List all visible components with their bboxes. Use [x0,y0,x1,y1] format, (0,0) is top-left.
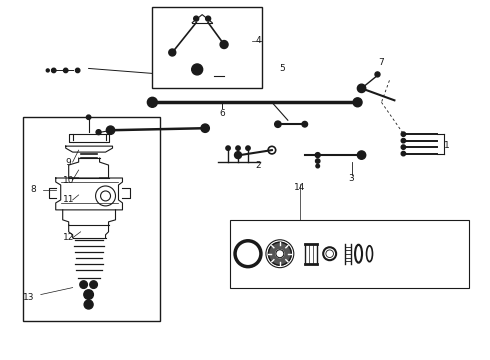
Circle shape [236,146,240,150]
Text: 6: 6 [219,109,225,118]
Circle shape [84,300,93,309]
Circle shape [401,132,406,136]
Text: 10: 10 [63,176,74,185]
Circle shape [235,152,242,159]
Bar [23,117,160,321]
Circle shape [206,16,211,21]
Bar [152,7,262,88]
Text: 2: 2 [255,161,261,170]
Text: 7: 7 [379,58,384,67]
Circle shape [46,69,49,72]
Circle shape [357,151,366,159]
Circle shape [84,290,94,299]
Circle shape [246,146,250,150]
Circle shape [401,139,406,143]
Circle shape [276,250,284,258]
Circle shape [316,159,320,163]
Circle shape [80,281,87,288]
Circle shape [169,49,176,56]
Circle shape [401,152,406,156]
Circle shape [75,68,80,73]
Text: 14: 14 [294,184,305,193]
Text: 5: 5 [279,64,285,73]
Circle shape [302,121,308,127]
Text: 8: 8 [30,185,36,194]
Circle shape [226,146,230,150]
Circle shape [353,98,362,107]
Circle shape [357,84,366,93]
Circle shape [106,126,115,134]
Text: 12: 12 [63,233,74,242]
Circle shape [201,124,209,132]
Text: 9: 9 [66,158,72,167]
Text: 11: 11 [63,195,74,204]
Circle shape [96,130,101,135]
Text: 3: 3 [349,174,354,183]
Circle shape [375,72,380,77]
Circle shape [64,68,68,73]
Circle shape [401,145,406,149]
Bar [230,220,469,288]
Text: 1: 1 [444,141,450,150]
Circle shape [147,97,157,107]
Text: 4: 4 [255,36,261,45]
Circle shape [269,242,292,265]
Text: 13: 13 [23,293,35,302]
Circle shape [192,64,203,75]
Circle shape [220,41,228,49]
Circle shape [90,281,98,288]
Circle shape [51,68,56,73]
Circle shape [315,153,320,158]
Circle shape [194,16,198,21]
Circle shape [275,121,281,127]
Circle shape [316,164,319,168]
Circle shape [86,115,91,120]
